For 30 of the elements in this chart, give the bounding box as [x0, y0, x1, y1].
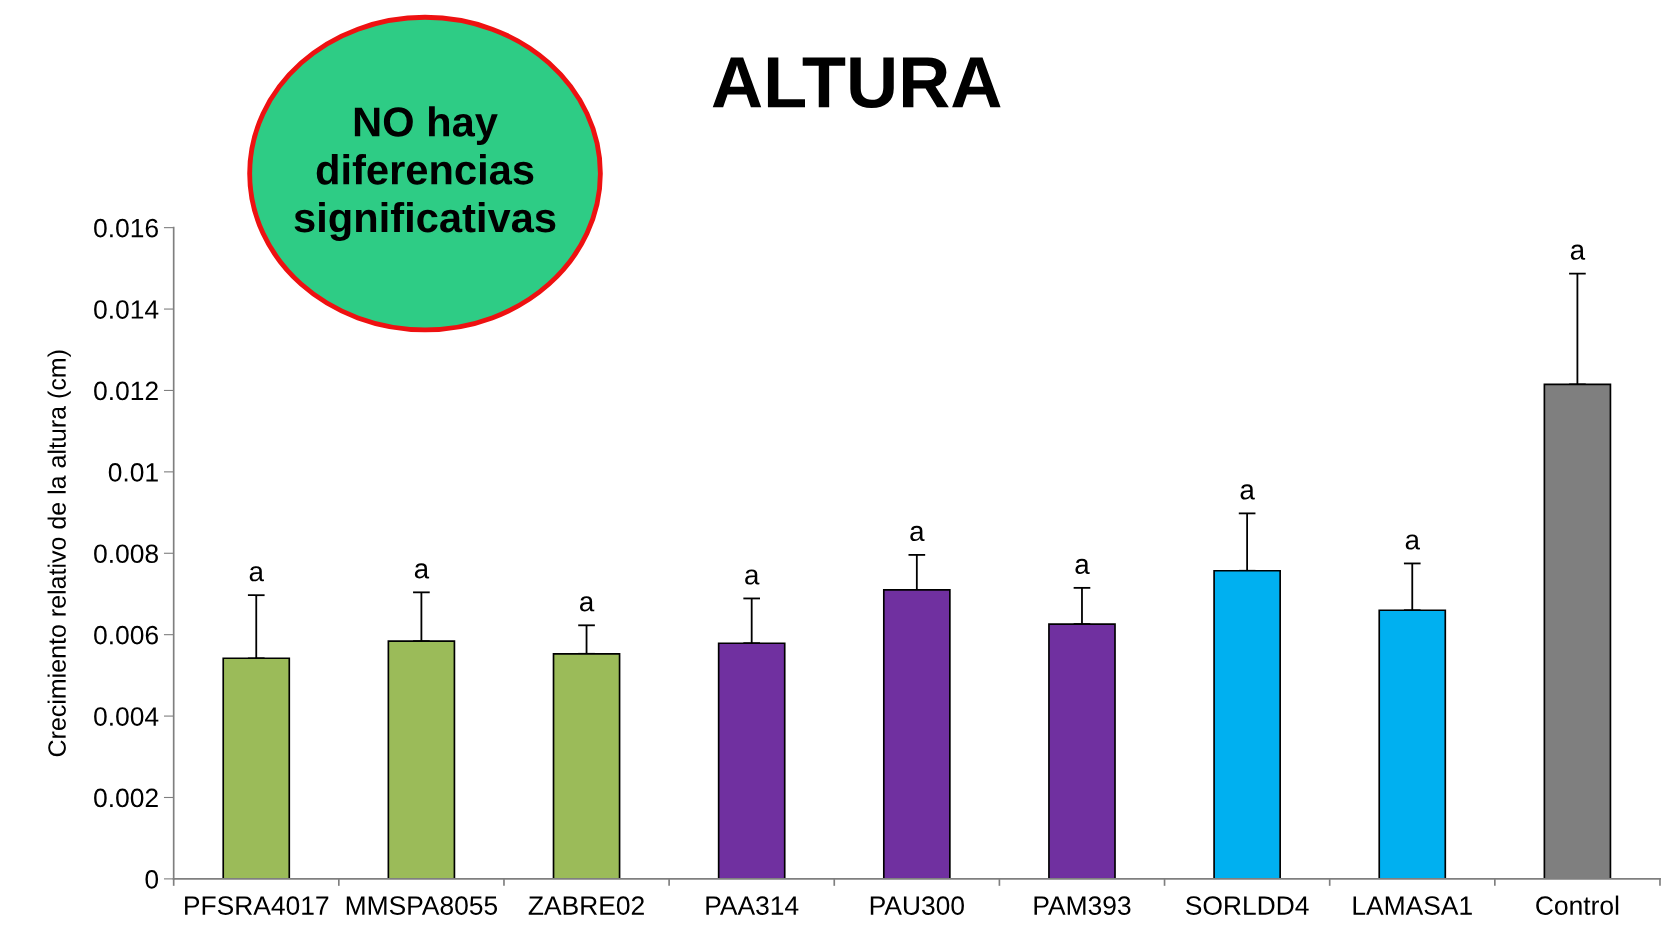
x-tick-label: SORLDD4 [1185, 896, 1309, 915]
x-tick-label: Control [1536, 895, 1619, 915]
y-tick-label: 0.002 [94, 788, 158, 808]
annotation: a [1405, 534, 1420, 550]
y-tick-label: 0.004 [94, 707, 159, 726]
x-tick-label: MMSPA8055 [346, 896, 498, 915]
y-tick-label: 0.006 [94, 625, 158, 645]
y-tick-label: 0 [145, 870, 159, 889]
y-tick-label: 0.01 [108, 463, 158, 482]
annotation: a [745, 569, 760, 585]
x-tick-label: PAU300 [870, 896, 964, 915]
annotation: NO hay diferencias significativas [294, 106, 556, 241]
y-tick-label: 0.014 [94, 300, 159, 319]
annotation: a [414, 563, 430, 579]
annotation: a [1240, 484, 1255, 500]
chart-title: ALTURA [712, 57, 1001, 109]
y-tick-label: 0.008 [94, 544, 158, 564]
x-tick-label: LAMASA1 [1353, 896, 1472, 915]
x-tick-label: PAA314 [706, 896, 799, 915]
x-tick-label: PAM393 [1034, 896, 1131, 915]
y-tick-label: 0.012 [94, 381, 158, 401]
x-tick-label: ZABRE02 [528, 896, 644, 915]
annotation: a [910, 525, 925, 542]
x-tick-label: PFSRA4017 [185, 896, 329, 915]
annotation: a [1570, 244, 1586, 260]
annotation: a [580, 596, 595, 612]
annotation: a [1075, 558, 1090, 575]
y-axis-title: Crecimiento relativo de la altura (cm) [47, 350, 71, 757]
y-tick-label: 0.016 [94, 218, 158, 238]
annotation: a [249, 566, 264, 582]
